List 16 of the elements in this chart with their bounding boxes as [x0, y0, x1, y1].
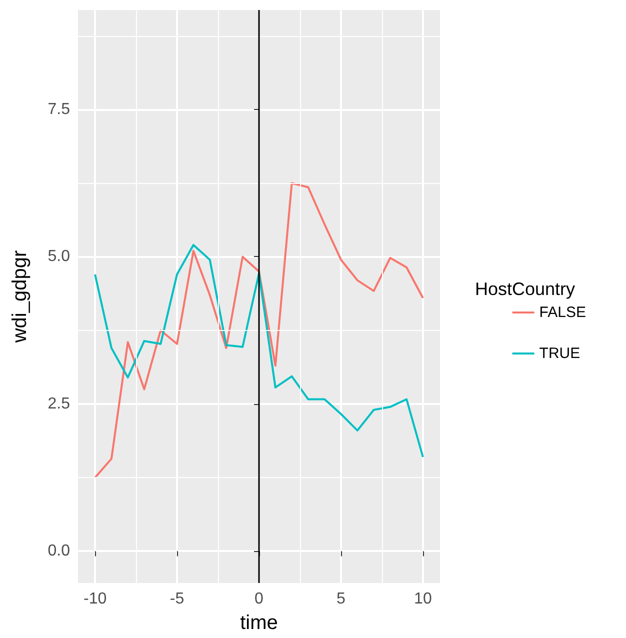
x-tick-label: -10 — [83, 590, 107, 608]
y-tick-label: 2.5 — [48, 395, 70, 412]
legend-title: HostCountry — [475, 279, 576, 299]
x-tick-label: 5 — [336, 590, 346, 608]
x-tick-label: -5 — [170, 590, 184, 608]
y-tick-label: 0.0 — [48, 542, 70, 560]
legend-label: TRUE — [539, 345, 580, 362]
legend-label: FALSE — [539, 304, 586, 321]
line-series — [94, 244, 424, 458]
line-series — [94, 182, 424, 479]
x-axis-title: time — [240, 612, 278, 634]
x-tick-label: 0 — [254, 590, 264, 608]
x-tick-label: 10 — [414, 590, 432, 608]
y-axis-title: wdi_gdpgr — [9, 250, 31, 344]
y-tick-label: 5.0 — [48, 248, 70, 266]
y-tick-label: 7.5 — [48, 101, 70, 118]
